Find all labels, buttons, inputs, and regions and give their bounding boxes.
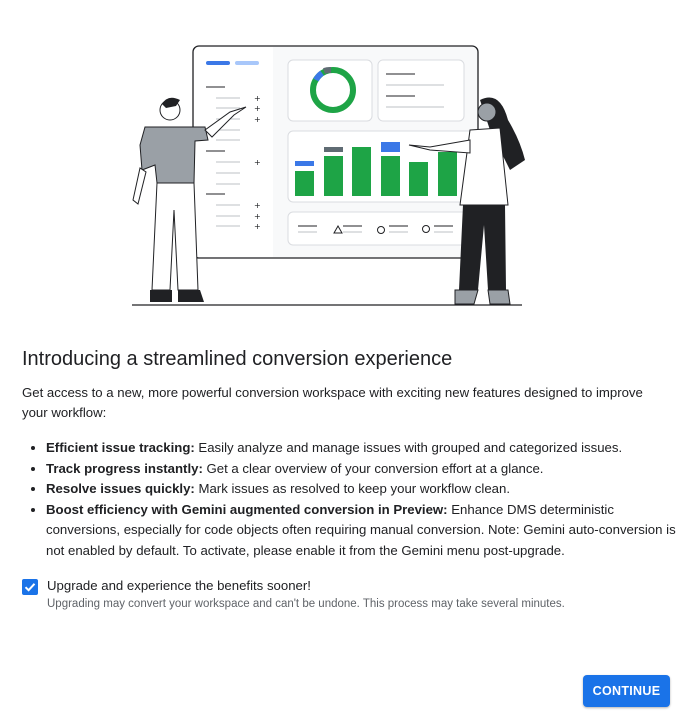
- feature-item: Resolve issues quickly: Mark issues as r…: [46, 479, 684, 500]
- dialog-title: Introducing a streamlined conversion exp…: [22, 348, 453, 370]
- svg-text:+: +: [254, 115, 261, 124]
- upgrade-checkbox[interactable]: [22, 579, 38, 595]
- feature-text: Get a clear overview of your conversion …: [202, 460, 544, 476]
- feature-label: Boost efficiency with Gemini augmented c…: [46, 501, 448, 517]
- upgrade-checkbox-label[interactable]: Upgrade and experience the benefits soon…: [47, 578, 311, 593]
- feature-label: Track progress instantly:: [46, 460, 203, 476]
- feature-label: Resolve issues quickly:: [46, 481, 195, 496]
- dashboard-illustration: +++++++: [132, 45, 525, 306]
- svg-text:+: +: [254, 201, 261, 210]
- feature-item: Track progress instantly: Get a clear ov…: [46, 459, 684, 480]
- svg-text:+: +: [254, 104, 261, 113]
- svg-text:+: +: [254, 212, 261, 221]
- svg-text:+: +: [254, 222, 261, 231]
- feature-label: Efficient issue tracking:: [46, 440, 195, 455]
- svg-text:+: +: [254, 94, 261, 103]
- checkmark-icon: [24, 583, 36, 592]
- svg-text:+: +: [254, 158, 261, 167]
- feature-item: Boost efficiency with Gemini augmented c…: [46, 500, 684, 562]
- feature-item: Efficient issue tracking: Easily analyze…: [46, 438, 684, 459]
- feature-text: Easily analyze and manage issues with gr…: [194, 440, 623, 455]
- feature-list: Efficient issue tracking: Easily analyze…: [22, 438, 684, 561]
- continue-button[interactable]: CONTINUE: [583, 675, 670, 707]
- feature-text: Enhance DMS deterministic conversions, e…: [46, 501, 676, 558]
- intro-text: Get access to a new, more powerful conve…: [22, 385, 643, 420]
- feature-text: Mark issues as resolved to keep your wor…: [194, 481, 510, 496]
- bar-marks: [295, 142, 457, 196]
- upgrade-hint: Upgrading may convert your workspace and…: [47, 598, 565, 610]
